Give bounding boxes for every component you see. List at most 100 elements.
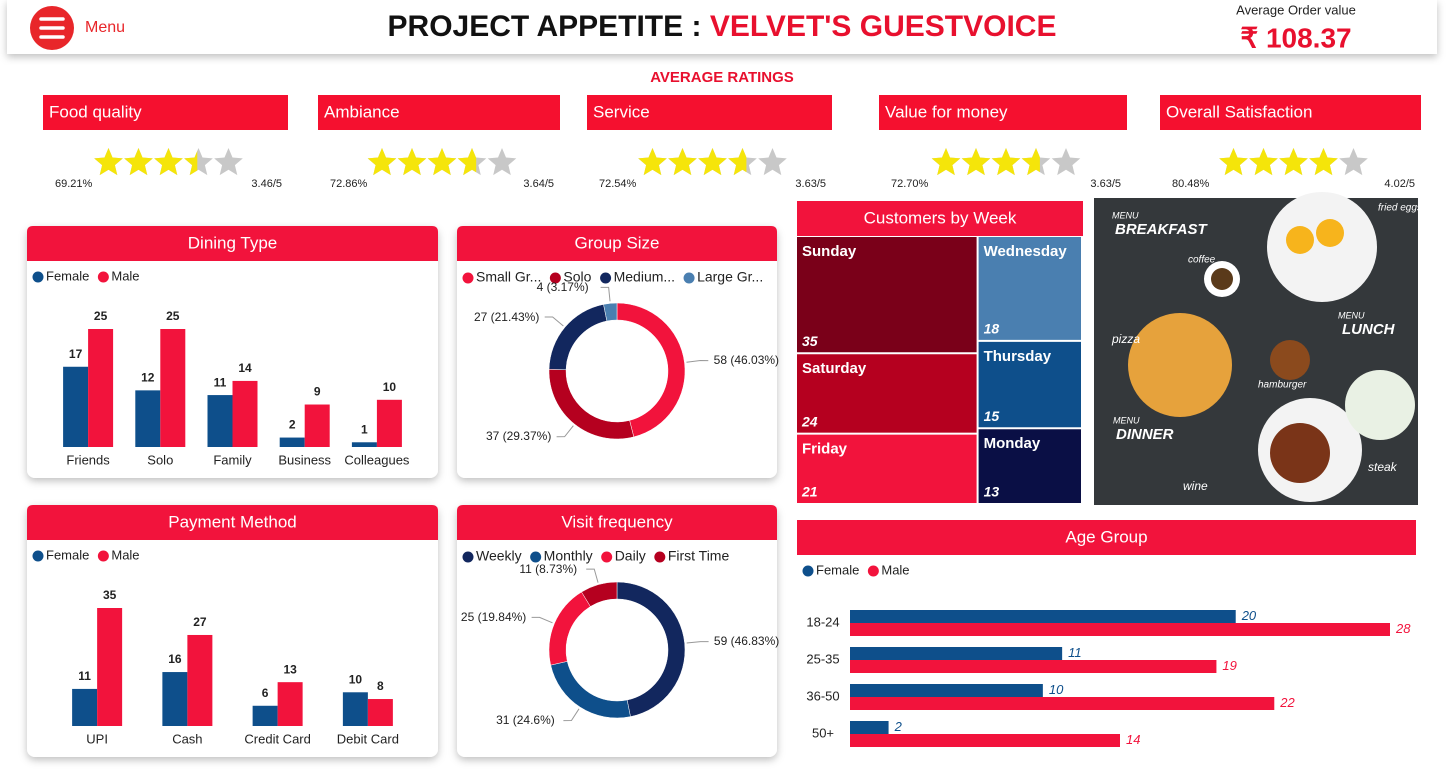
- data-label: 8: [377, 679, 384, 693]
- star: [1219, 148, 1248, 176]
- bar: [187, 634, 213, 726]
- treemap-tile: [978, 429, 1081, 503]
- data-label: 14: [1126, 732, 1140, 747]
- data-label: 13: [283, 662, 297, 676]
- leader-line: [556, 425, 574, 438]
- data-label: 27 (21.43%): [473, 309, 540, 324]
- rating-percent: 80.48%: [1172, 178, 1210, 190]
- legend-marker: [867, 565, 879, 577]
- star: [397, 148, 427, 176]
- star: [427, 148, 457, 176]
- rating-header: [587, 95, 832, 130]
- tile-value: 13: [984, 484, 1000, 500]
- data-label: 9: [314, 385, 321, 399]
- data-label-box: 31 (24.6%): [496, 713, 555, 727]
- title-sub: VELVET'S GUESTVOICE: [710, 10, 1057, 43]
- image-label: hamburger: [1258, 380, 1307, 391]
- treemap-tile: [797, 354, 977, 433]
- illustration: [1345, 370, 1415, 440]
- rating-score: 3.64/5: [523, 178, 554, 190]
- aov-label: Average Order value: [1236, 2, 1356, 17]
- data-label: 25: [166, 309, 180, 323]
- menu-label[interactable]: Menu: [85, 19, 125, 36]
- legend-label: Male: [111, 547, 139, 562]
- legend-marker: [802, 565, 814, 577]
- data-label: 2: [894, 719, 903, 734]
- treemap-tile: [978, 341, 1081, 428]
- tile-value: 35: [802, 333, 818, 349]
- card: [27, 505, 438, 757]
- header-bar: [7, 0, 1437, 54]
- y-tick-label: 18-24: [806, 614, 839, 629]
- illustration: [1211, 268, 1233, 290]
- star: [931, 148, 961, 176]
- legend-marker: [654, 551, 666, 563]
- card: [457, 505, 777, 757]
- x-tick-label: UPI: [86, 731, 108, 746]
- rating-name: Overall Satisfaction: [1166, 102, 1312, 121]
- data-label: 10: [1049, 682, 1064, 697]
- data-label-box: 25 (19.84%): [461, 610, 526, 624]
- legend-marker: [683, 272, 695, 284]
- legend-marker: [97, 271, 109, 283]
- bar: [279, 437, 305, 447]
- bar: [304, 404, 330, 447]
- title: PROJECT APPETITE : VELVET'S GUESTVOICE: [388, 10, 1057, 43]
- illustration: [1270, 340, 1310, 380]
- leader-line: [686, 641, 709, 644]
- rating-header: [43, 95, 288, 130]
- data-label: 11: [78, 669, 91, 683]
- chart-title: Age Group: [1065, 527, 1147, 546]
- legend-label: Female: [46, 268, 89, 283]
- rating-percent: 69.21%: [55, 178, 93, 190]
- treemap-tile: [978, 237, 1081, 340]
- donut-segment: [581, 581, 618, 607]
- rating-percent: 72.54%: [599, 178, 637, 190]
- bar: [160, 329, 186, 447]
- data-label: 6: [262, 686, 269, 700]
- illustration: [1270, 423, 1330, 483]
- bar: [63, 366, 89, 447]
- data-label: 35: [103, 588, 117, 602]
- tile-label: Sunday: [802, 243, 857, 260]
- legend-marker: [600, 272, 612, 284]
- tile-value: 21: [801, 484, 818, 500]
- legend-label: Medium...: [614, 269, 675, 285]
- star: [94, 148, 123, 176]
- treemap-tile: [797, 237, 977, 353]
- data-label-box: 58 (46.03%): [714, 353, 779, 367]
- bar: [252, 705, 278, 726]
- leader-line: [531, 616, 553, 624]
- bar: [351, 442, 377, 447]
- legend-marker: [32, 550, 44, 562]
- star-empty: [1339, 148, 1368, 176]
- ratings-title: AVERAGE RATINGS: [650, 69, 794, 86]
- data-label: 37 (29.37%): [485, 429, 552, 444]
- bar: [850, 721, 889, 734]
- star-fill: [638, 148, 747, 176]
- data-label: 2: [289, 418, 296, 432]
- legend-marker: [32, 271, 44, 283]
- legend-marker: [549, 272, 561, 284]
- image-label: DINNER: [1116, 426, 1174, 443]
- rating-score: 3.46/5: [251, 178, 282, 190]
- donut-segment: [603, 302, 618, 322]
- legend-label: Small Gr...: [476, 269, 541, 285]
- x-tick-label: Solo: [147, 452, 173, 467]
- data-label: 10: [349, 672, 363, 686]
- star: [184, 150, 198, 176]
- card: [27, 226, 438, 478]
- tile-label: Thursday: [984, 348, 1052, 365]
- x-tick-label: Business: [278, 452, 331, 467]
- x-tick-label: Family: [213, 452, 252, 467]
- bar: [850, 734, 1120, 747]
- bar: [367, 699, 393, 726]
- star: [991, 148, 1021, 176]
- bar: [342, 692, 368, 726]
- star-empty: [214, 148, 243, 176]
- illustration: [1286, 226, 1314, 254]
- star: [638, 148, 667, 176]
- bar: [232, 380, 258, 447]
- chart-header: [797, 520, 1416, 555]
- data-label: 27: [193, 615, 207, 629]
